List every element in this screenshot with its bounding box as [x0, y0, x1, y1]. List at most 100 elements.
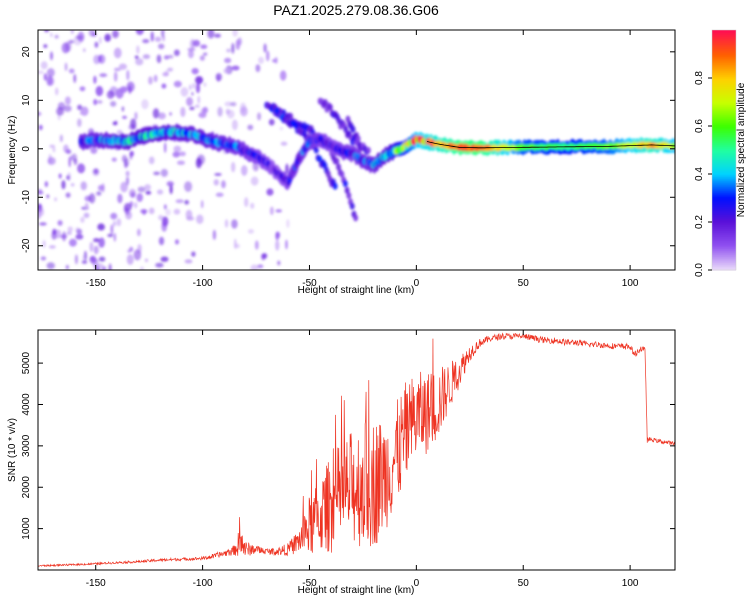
noise-cell — [221, 180, 226, 189]
noise-cell — [257, 112, 262, 121]
noise-cell — [214, 172, 222, 177]
colorbar-step — [712, 86, 736, 89]
spectrogram-ylabel: Frequency (Hz) — [7, 116, 18, 185]
branch-cell — [339, 170, 345, 178]
colorbar-step — [712, 78, 736, 81]
colorbar-step — [712, 74, 736, 77]
colorbar-step — [712, 230, 736, 233]
colorbar-step — [712, 64, 736, 67]
figure-title: PAZ1.2025.279.08.36.G06 — [273, 2, 439, 18]
noise-cell — [254, 240, 259, 250]
noise-cell — [113, 71, 118, 82]
noise-cell — [169, 184, 173, 195]
snr-series — [38, 332, 675, 568]
colorbar-step — [712, 68, 736, 71]
noise-cell — [93, 99, 98, 106]
colorbar-step — [712, 250, 736, 253]
colorbar-step — [712, 202, 736, 205]
noise-cell — [180, 87, 189, 97]
noise-cell — [275, 209, 283, 213]
colorbar-step — [712, 256, 736, 259]
colorbar-step — [712, 112, 736, 115]
noise-cell — [61, 180, 66, 190]
colorbar-step — [712, 260, 736, 263]
noise-cell — [144, 258, 149, 263]
colorbar-step — [712, 114, 736, 117]
colorbar-step — [712, 228, 736, 231]
colorbar-step — [712, 212, 736, 215]
colorbar-step — [712, 82, 736, 85]
colorbar-step — [712, 252, 736, 255]
noise-cell — [161, 221, 168, 232]
noise-cell — [125, 210, 132, 220]
noise-cell — [163, 204, 167, 210]
noise-cell — [140, 209, 148, 214]
noise-cell — [258, 56, 265, 65]
colorbar-step — [712, 104, 736, 107]
colorbar-step — [712, 148, 736, 151]
colorbar-step — [712, 268, 736, 271]
noise-cell — [135, 58, 144, 66]
spectrogram-xtick-label: -100 — [193, 278, 213, 289]
colorbar-step — [712, 100, 736, 103]
noise-cell — [52, 228, 57, 235]
colorbar-step — [712, 54, 736, 57]
colorbar-step — [712, 120, 736, 123]
noise-cell — [175, 199, 184, 204]
spectrogram-xtick-label: -150 — [86, 278, 106, 289]
colorbar-step — [712, 244, 736, 247]
colorbar-step — [712, 224, 736, 227]
noise-cell — [277, 260, 281, 266]
noise-cell — [266, 50, 270, 62]
spectrogram-xtick-label: 50 — [518, 278, 530, 289]
noise-cell — [63, 144, 69, 153]
colorbar-step — [712, 210, 736, 213]
colorbar-step — [712, 128, 736, 131]
noise-cell — [44, 181, 49, 188]
colorbar-step — [712, 248, 736, 251]
noise-cell — [154, 36, 162, 42]
colorbar-step — [712, 30, 736, 33]
colorbar-step — [712, 190, 736, 193]
colorbar-step — [712, 222, 736, 225]
spectrogram-xtick-label: -50 — [302, 278, 317, 289]
noise-cell — [42, 240, 46, 248]
noise-cell — [285, 239, 288, 250]
colorbar-step — [712, 194, 736, 197]
noise-cell — [188, 49, 194, 59]
noise-cell — [71, 153, 77, 162]
spectrogram-ytick-label: 10 — [21, 94, 32, 106]
noise-cell — [184, 200, 190, 205]
noise-cell — [97, 100, 103, 104]
noise-cell — [257, 264, 264, 269]
noise-cell — [133, 202, 138, 209]
noise-cell — [93, 168, 99, 175]
noise-cell — [141, 99, 149, 110]
spectrogram-cells — [38, 30, 675, 270]
noise-cell — [38, 124, 43, 131]
spectrogram-ytick-label: -10 — [21, 190, 32, 205]
spectrogram-frame — [37, 29, 676, 271]
noise-cell — [280, 141, 288, 146]
noise-cell — [153, 74, 158, 83]
noise-cell — [95, 263, 104, 268]
colorbar-step — [712, 154, 736, 157]
noise-cell — [111, 157, 117, 162]
noise-cell — [279, 126, 284, 131]
noise-cell — [84, 202, 89, 210]
noise-cell — [266, 188, 274, 196]
colorbar-step — [712, 32, 736, 35]
noise-cell — [135, 30, 144, 35]
colorbar-step — [712, 242, 736, 245]
noise-cell — [198, 112, 207, 119]
noise-cell — [134, 55, 139, 59]
colorbar-step — [712, 132, 736, 135]
noise-cell — [275, 231, 280, 241]
noise-cell — [136, 45, 140, 55]
noise-cell — [255, 64, 261, 73]
noise-cell — [145, 190, 152, 195]
colorbar-step — [712, 66, 736, 69]
branch-cell — [332, 182, 338, 190]
noise-cell — [197, 95, 201, 104]
colorbar-step — [712, 108, 736, 111]
